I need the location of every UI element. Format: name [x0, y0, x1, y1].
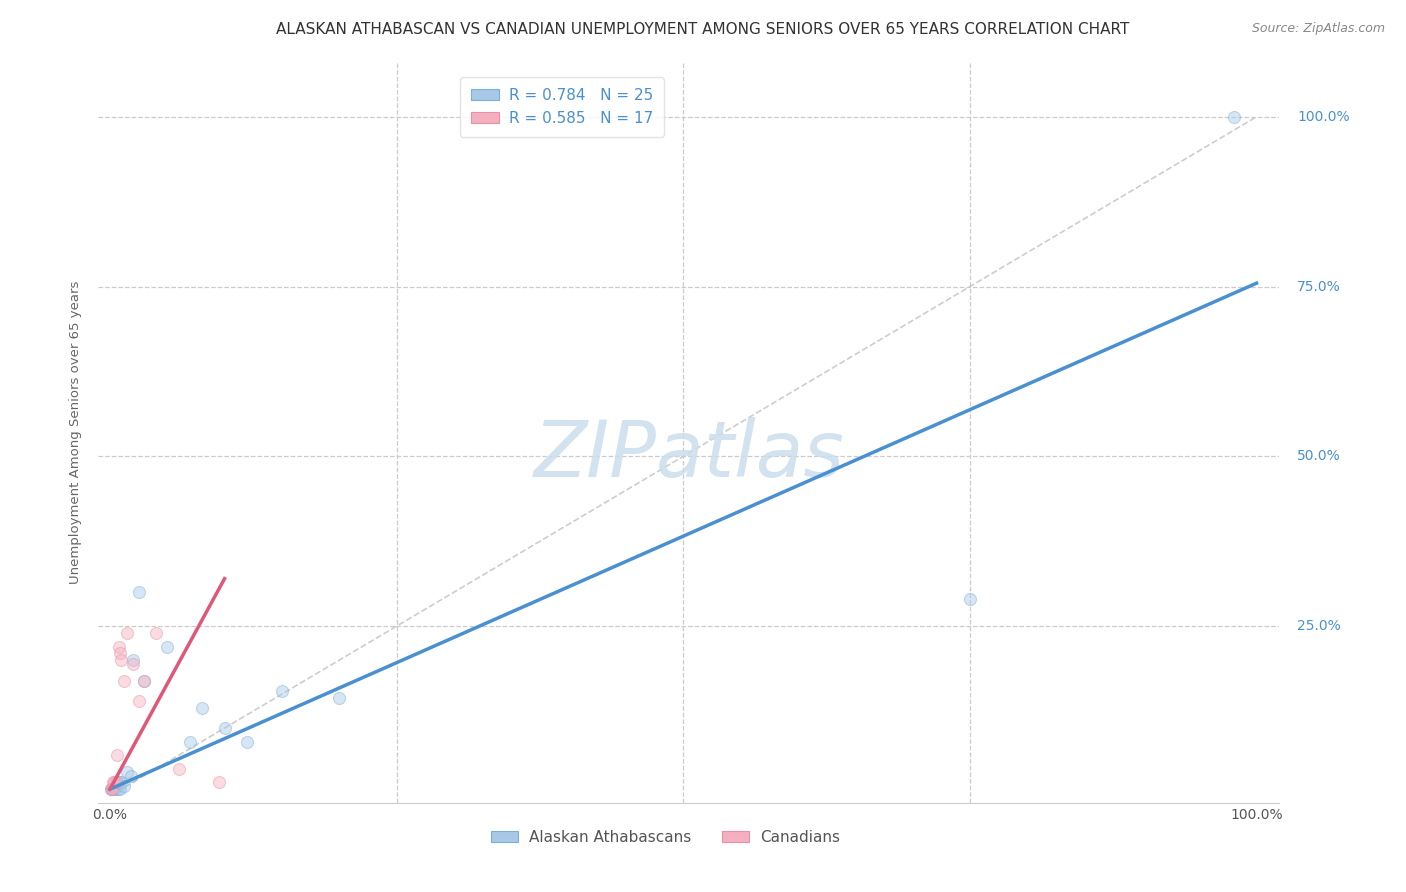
Point — [121, 653, 143, 667]
Text: 25.0%: 25.0% — [1298, 619, 1341, 633]
Point — [115, 765, 138, 780]
Point — [105, 748, 128, 763]
Point — [1222, 110, 1244, 124]
Point — [108, 640, 131, 654]
Point — [270, 683, 292, 698]
Point — [108, 775, 131, 789]
Point — [110, 775, 132, 789]
Text: ZIPatlas: ZIPatlas — [533, 417, 845, 493]
Point — [101, 782, 124, 797]
Point — [100, 782, 122, 797]
Point — [208, 775, 231, 789]
Point — [103, 782, 125, 797]
Point — [128, 585, 150, 599]
Text: 50.0%: 50.0% — [1298, 450, 1341, 463]
Point — [101, 782, 124, 797]
Point — [103, 782, 125, 797]
Point — [110, 653, 132, 667]
Point — [134, 673, 156, 688]
Y-axis label: Unemployment Among Seniors over 65 years: Unemployment Among Seniors over 65 years — [69, 281, 83, 584]
Point — [105, 775, 128, 789]
Point — [100, 782, 122, 797]
Point — [214, 721, 236, 735]
Point — [236, 734, 259, 748]
Point — [112, 673, 135, 688]
Point — [179, 734, 201, 748]
Text: Source: ZipAtlas.com: Source: ZipAtlas.com — [1251, 22, 1385, 36]
Text: ALASKAN ATHABASCAN VS CANADIAN UNEMPLOYMENT AMONG SENIORS OVER 65 YEARS CORRELAT: ALASKAN ATHABASCAN VS CANADIAN UNEMPLOYM… — [277, 22, 1129, 37]
Point — [128, 694, 150, 708]
Point — [145, 626, 167, 640]
Point — [120, 769, 142, 783]
Point — [103, 775, 125, 789]
Point — [328, 690, 350, 705]
Point — [103, 775, 125, 789]
Point — [115, 626, 138, 640]
Point — [108, 646, 131, 660]
Point — [156, 640, 179, 654]
Point — [107, 782, 129, 797]
Point — [190, 700, 212, 714]
Point — [112, 779, 135, 793]
Point — [108, 782, 131, 797]
Point — [104, 775, 127, 789]
Text: 100.0%: 100.0% — [1298, 110, 1350, 124]
Point — [134, 673, 156, 688]
Point — [167, 762, 190, 776]
Text: 75.0%: 75.0% — [1298, 279, 1341, 293]
Legend: Alaskan Athabascans, Canadians: Alaskan Athabascans, Canadians — [485, 823, 846, 851]
Point — [959, 592, 981, 607]
Point — [121, 657, 143, 671]
Point — [104, 782, 127, 797]
